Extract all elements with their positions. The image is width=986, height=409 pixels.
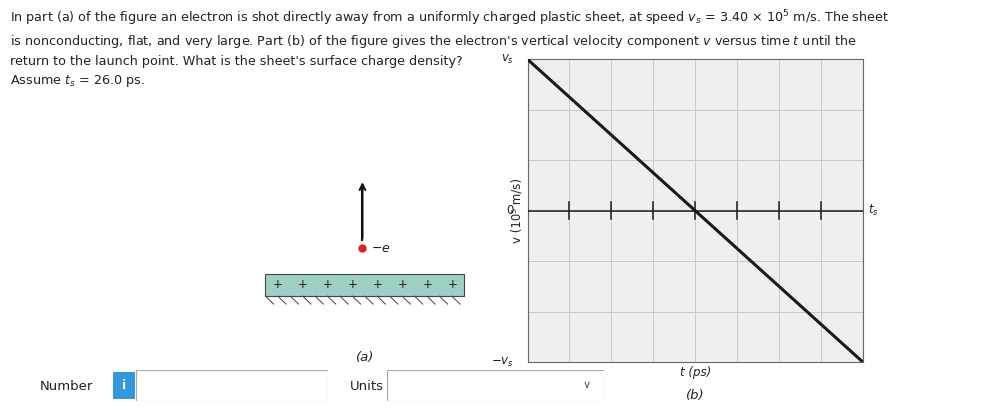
Text: $v_s$: $v_s$ [501, 53, 514, 66]
Text: $t_s$: $t_s$ [868, 203, 879, 218]
Text: i: i [122, 379, 126, 392]
Text: $-v_s$: $-v_s$ [491, 355, 514, 369]
Text: +: + [448, 278, 458, 291]
Text: +: + [347, 278, 357, 291]
X-axis label: t (ps): t (ps) [679, 366, 711, 379]
Text: Number: Number [39, 380, 93, 393]
Bar [265, 274, 464, 296]
Text: Units: Units [350, 380, 384, 393]
Text: 0: 0 [507, 204, 514, 217]
Text: +: + [272, 278, 282, 291]
Y-axis label: v (10⁵ m/s): v (10⁵ m/s) [511, 178, 524, 243]
Text: (a): (a) [356, 351, 374, 364]
Text: +: + [373, 278, 383, 291]
Text: +: + [397, 278, 407, 291]
Text: +: + [422, 278, 432, 291]
Text: (b): (b) [686, 389, 704, 402]
Text: $-e$: $-e$ [371, 242, 390, 254]
Text: +: + [322, 278, 332, 291]
Text: In part (a) of the figure an electron is shot directly away from a uniformly cha: In part (a) of the figure an electron is… [10, 8, 889, 89]
Text: +: + [298, 278, 308, 291]
Text: ∨: ∨ [583, 380, 592, 391]
